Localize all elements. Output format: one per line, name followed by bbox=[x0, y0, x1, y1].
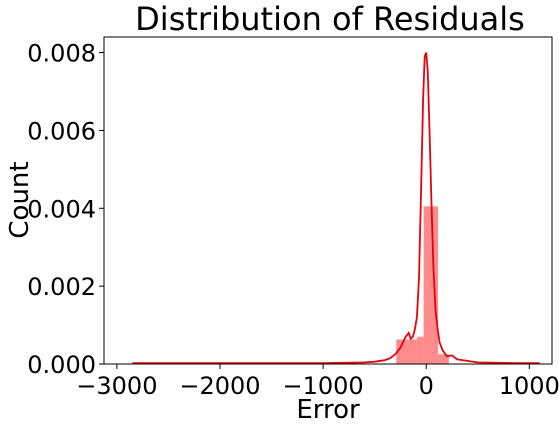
y-tick-label: 0.000 bbox=[27, 351, 96, 379]
histogram-bar-1 bbox=[416, 336, 424, 364]
x-tick-label: 0 bbox=[419, 372, 434, 400]
y-tick-label: 0.002 bbox=[27, 273, 96, 301]
y-axis-ticks: 0.000 0.002 0.004 0.006 0.008 bbox=[27, 40, 104, 379]
y-tick-label: 0.006 bbox=[27, 117, 96, 145]
y-tick-label: 0.004 bbox=[27, 195, 96, 223]
x-tick-label: −1000 bbox=[283, 372, 364, 400]
x-tick-label: −2000 bbox=[179, 372, 260, 400]
histogram-bar-2 bbox=[423, 206, 439, 364]
x-tick-label: 1000 bbox=[499, 372, 559, 400]
histogram-bar-3 bbox=[438, 354, 449, 364]
histogram-bars bbox=[396, 206, 449, 364]
plot-frame bbox=[103, 36, 553, 365]
y-axis-label: Count bbox=[5, 161, 35, 238]
y-tick-label: 0.008 bbox=[27, 40, 96, 68]
axes-frame bbox=[103, 36, 553, 365]
histogram-bar-0 bbox=[396, 339, 417, 364]
chart-title: Distribution of Residuals bbox=[135, 0, 525, 38]
kde-line bbox=[132, 52, 540, 365]
x-axis-ticks: −3000 −2000 −1000 0 1000 bbox=[76, 364, 559, 400]
x-tick-label: −3000 bbox=[76, 372, 157, 400]
x-axis-label: Error bbox=[296, 395, 360, 425]
